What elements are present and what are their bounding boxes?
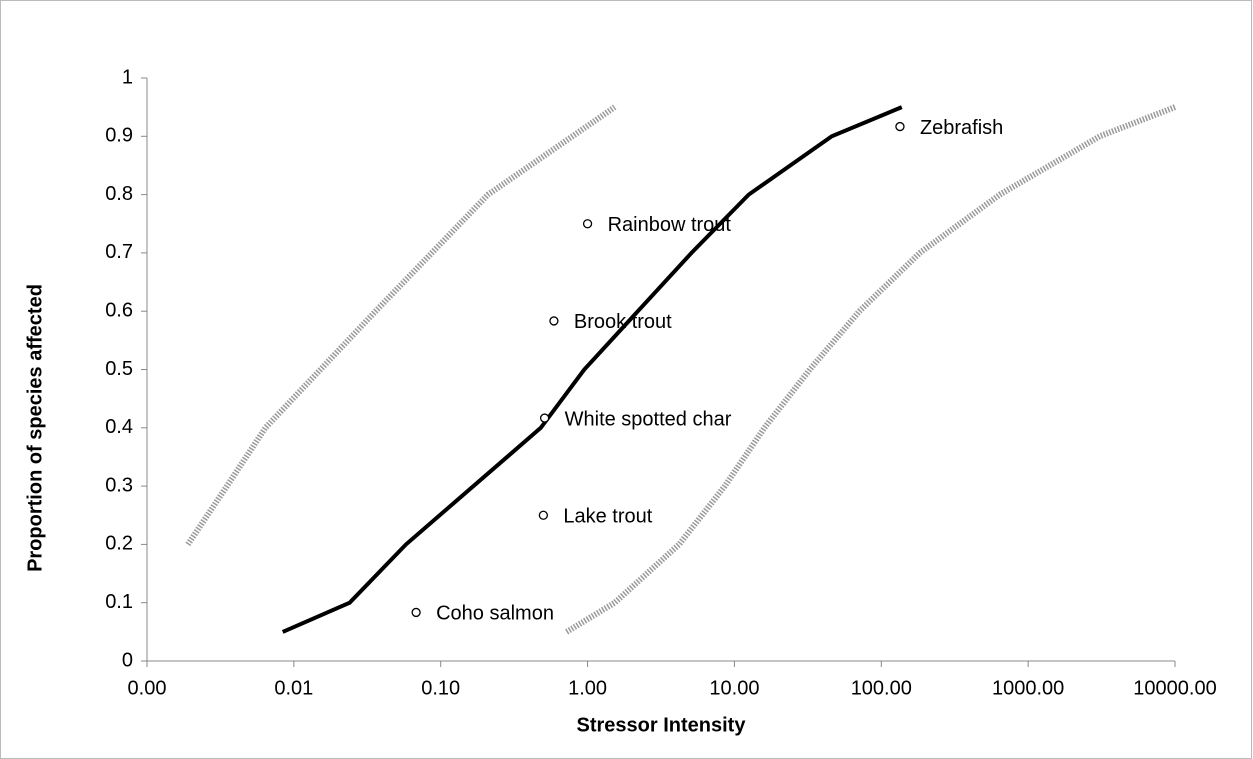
y-tick-label: 1 <box>122 66 133 88</box>
y-tick-label: 0.6 <box>105 299 133 321</box>
fit-line <box>281 105 903 634</box>
x-tick-label: 0.10 <box>421 677 460 699</box>
x-tick-label: 10000.00 <box>1133 677 1216 699</box>
y-tick-label: 0.2 <box>105 533 133 555</box>
point-label: Rainbow trout <box>608 214 732 236</box>
confidence-line <box>185 104 617 547</box>
data-point <box>539 413 550 423</box>
x-tick-label: 0.01 <box>274 677 313 699</box>
x-tick-label: 1000.00 <box>992 677 1064 699</box>
x-tick-label: 10.00 <box>709 677 759 699</box>
y-tick-label: 0.3 <box>105 474 133 496</box>
point-label: Coho salmon <box>436 603 554 625</box>
y-tick-label: 0.9 <box>105 125 133 147</box>
data-point <box>895 121 905 132</box>
x-tick-label: 1.00 <box>568 677 607 699</box>
y-tick-label: 0 <box>122 649 133 671</box>
point-label: Lake trout <box>563 506 652 528</box>
y-tick-label: 0.4 <box>105 416 133 438</box>
y-tick-label: 0.8 <box>105 183 133 205</box>
x-tick-label: 0.00 <box>128 677 167 699</box>
x-tick-label: 100.00 <box>851 677 912 699</box>
data-point <box>411 607 421 618</box>
data-point <box>538 510 549 520</box>
y-tick-label: 0.1 <box>105 591 133 613</box>
point-label: White spotted char <box>565 408 732 430</box>
y-tick-label: 0.7 <box>105 241 133 263</box>
data-point <box>582 219 593 229</box>
point-label: Brook trout <box>574 311 672 333</box>
confidence-line <box>565 104 1177 635</box>
y-axis-label: Proportion of species affected <box>24 284 46 572</box>
x-axis-label: Stressor Intensity <box>577 714 747 736</box>
point-label: Zebrafish <box>920 117 1003 139</box>
data-point <box>549 316 559 326</box>
y-tick-label: 0.5 <box>105 358 133 380</box>
